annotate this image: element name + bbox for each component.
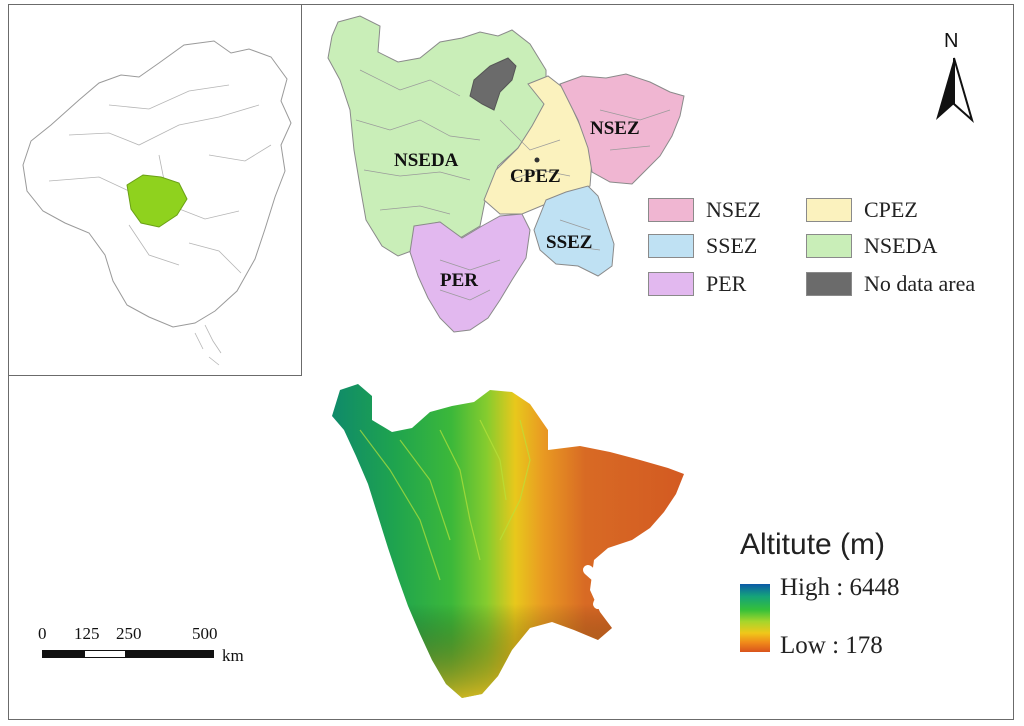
capital-marker xyxy=(534,157,540,163)
sichuan-highlight xyxy=(126,174,188,228)
legend-item-no-data: No data area xyxy=(806,270,975,298)
zone-ssez xyxy=(533,185,615,277)
label-nseda: NSEDA xyxy=(394,150,459,171)
legend-item-cpez: CPEZ xyxy=(806,196,918,224)
legend-label-cpez: CPEZ xyxy=(864,197,918,222)
scale-segment-2 xyxy=(84,650,126,658)
legend-item-ssez: SSEZ xyxy=(648,232,757,260)
inset-map-china xyxy=(8,4,302,376)
legend-swatch-ssez xyxy=(648,234,694,258)
scale-segment-1 xyxy=(42,650,84,658)
altitude-color-ramp xyxy=(740,584,770,652)
altitude-legend-title: Altitute (m) xyxy=(740,528,886,561)
legend-item-per: PER xyxy=(648,270,746,298)
legend-item-nsez: NSEZ xyxy=(648,196,761,224)
legend-label-nsez: NSEZ xyxy=(706,197,761,222)
elevation-map xyxy=(332,384,684,698)
label-nsez: NSEZ xyxy=(590,118,640,139)
legend-swatch-nseda xyxy=(806,234,852,258)
legend-label-per: PER xyxy=(706,271,747,296)
legend-swatch-cpez xyxy=(806,198,852,222)
altitude-high-label: High : 6448 xyxy=(780,574,900,601)
zone-no-data xyxy=(469,57,517,111)
china-outline xyxy=(22,40,292,366)
scale-unit: km xyxy=(222,646,244,665)
legend-item-nseda: NSEDA xyxy=(806,232,937,260)
scale-tick-125: 125 xyxy=(74,624,100,643)
scale-tick-0: 0 xyxy=(38,624,47,643)
legend-swatch-per xyxy=(648,272,694,296)
legend-label-no-data: No data area xyxy=(864,271,976,296)
zone-nsez xyxy=(559,73,685,185)
scale-tick-500: 500 xyxy=(192,624,218,643)
zone-per xyxy=(409,213,531,333)
altitude-low-label: Low : 178 xyxy=(780,632,883,659)
legend-label-nseda: NSEDA xyxy=(864,233,938,258)
legend-label-ssez: SSEZ xyxy=(706,233,758,258)
label-ssez: SSEZ xyxy=(546,232,592,253)
scale-tick-250: 250 xyxy=(116,624,142,643)
label-cpez: CPEZ xyxy=(510,166,561,187)
legend-swatch-nsez xyxy=(648,198,694,222)
scale-segment-3 xyxy=(126,650,214,658)
label-per: PER xyxy=(440,270,478,291)
legend-swatch-no-data xyxy=(806,272,852,296)
north-letter: N xyxy=(944,30,959,52)
